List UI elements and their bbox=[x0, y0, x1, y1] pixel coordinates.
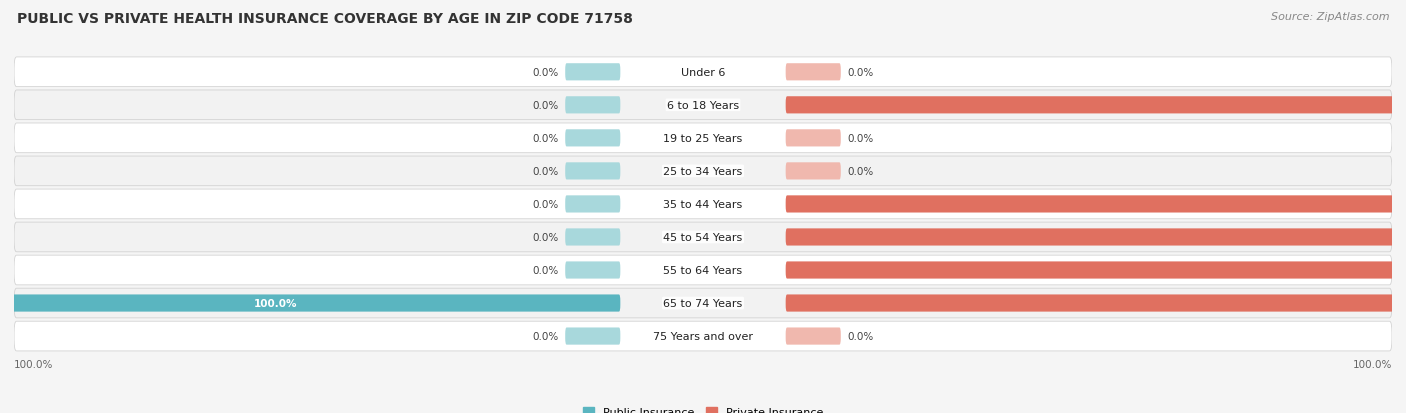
FancyBboxPatch shape bbox=[14, 91, 1392, 121]
Text: 0.0%: 0.0% bbox=[848, 331, 875, 341]
FancyBboxPatch shape bbox=[786, 295, 1406, 312]
Text: Under 6: Under 6 bbox=[681, 68, 725, 78]
Text: 0.0%: 0.0% bbox=[531, 68, 558, 78]
Text: 0.0%: 0.0% bbox=[848, 133, 875, 144]
Text: 100.0%: 100.0% bbox=[1353, 358, 1392, 369]
Text: 65 to 74 Years: 65 to 74 Years bbox=[664, 298, 742, 308]
FancyBboxPatch shape bbox=[14, 190, 1392, 219]
Text: 0.0%: 0.0% bbox=[531, 101, 558, 111]
FancyBboxPatch shape bbox=[14, 223, 1392, 252]
FancyBboxPatch shape bbox=[14, 288, 1392, 318]
FancyBboxPatch shape bbox=[786, 97, 1406, 114]
Text: 0.0%: 0.0% bbox=[848, 68, 875, 78]
FancyBboxPatch shape bbox=[565, 196, 620, 213]
FancyBboxPatch shape bbox=[786, 130, 841, 147]
Text: Source: ZipAtlas.com: Source: ZipAtlas.com bbox=[1271, 12, 1389, 22]
FancyBboxPatch shape bbox=[14, 124, 1392, 153]
Text: 0.0%: 0.0% bbox=[531, 265, 558, 275]
Text: 0.0%: 0.0% bbox=[531, 133, 558, 144]
Text: 0.0%: 0.0% bbox=[531, 166, 558, 176]
Text: 0.0%: 0.0% bbox=[531, 199, 558, 209]
Text: 100.0%: 100.0% bbox=[254, 298, 298, 308]
Text: PUBLIC VS PRIVATE HEALTH INSURANCE COVERAGE BY AGE IN ZIP CODE 71758: PUBLIC VS PRIVATE HEALTH INSURANCE COVER… bbox=[17, 12, 633, 26]
Text: 25 to 34 Years: 25 to 34 Years bbox=[664, 166, 742, 176]
Text: 0.0%: 0.0% bbox=[848, 166, 875, 176]
Text: 100.0%: 100.0% bbox=[14, 358, 53, 369]
Text: 35 to 44 Years: 35 to 44 Years bbox=[664, 199, 742, 209]
Text: 45 to 54 Years: 45 to 54 Years bbox=[664, 233, 742, 242]
FancyBboxPatch shape bbox=[786, 163, 841, 180]
FancyBboxPatch shape bbox=[565, 229, 620, 246]
Text: 55 to 64 Years: 55 to 64 Years bbox=[664, 265, 742, 275]
Text: 19 to 25 Years: 19 to 25 Years bbox=[664, 133, 742, 144]
FancyBboxPatch shape bbox=[14, 58, 1392, 88]
FancyBboxPatch shape bbox=[565, 130, 620, 147]
FancyBboxPatch shape bbox=[14, 157, 1392, 186]
FancyBboxPatch shape bbox=[786, 262, 1406, 279]
Text: 0.0%: 0.0% bbox=[531, 331, 558, 341]
Text: 6 to 18 Years: 6 to 18 Years bbox=[666, 101, 740, 111]
FancyBboxPatch shape bbox=[565, 97, 620, 114]
FancyBboxPatch shape bbox=[565, 262, 620, 279]
FancyBboxPatch shape bbox=[786, 328, 841, 345]
FancyBboxPatch shape bbox=[14, 256, 1392, 285]
Text: 75 Years and over: 75 Years and over bbox=[652, 331, 754, 341]
Text: 0.0%: 0.0% bbox=[531, 233, 558, 242]
FancyBboxPatch shape bbox=[786, 229, 1406, 246]
FancyBboxPatch shape bbox=[565, 64, 620, 81]
Legend: Public Insurance, Private Insurance: Public Insurance, Private Insurance bbox=[579, 403, 827, 413]
FancyBboxPatch shape bbox=[565, 328, 620, 345]
FancyBboxPatch shape bbox=[786, 196, 1406, 213]
FancyBboxPatch shape bbox=[786, 64, 841, 81]
FancyBboxPatch shape bbox=[14, 321, 1392, 351]
FancyBboxPatch shape bbox=[565, 163, 620, 180]
FancyBboxPatch shape bbox=[0, 295, 620, 312]
